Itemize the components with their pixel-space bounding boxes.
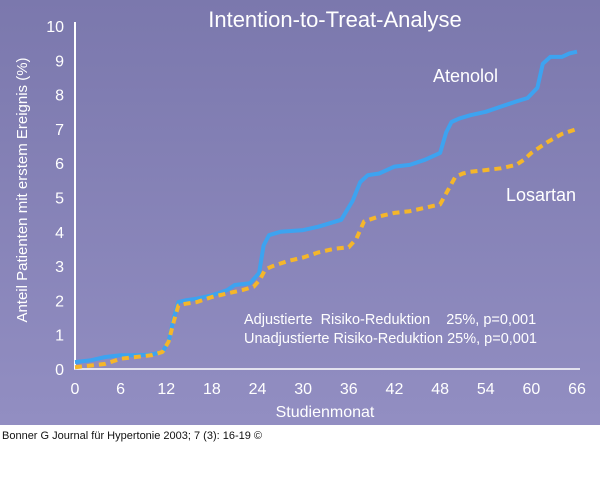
- losartan-series-label: Losartan: [506, 185, 576, 205]
- y-tick-label: 10: [46, 19, 64, 36]
- source-caption: Bonner G Journal für Hypertonie 2003; 7 …: [2, 430, 263, 442]
- y-tick-label: 0: [55, 362, 64, 379]
- chart-panel: 0 1 2 3 4 5 6 7 8 9 10 0 6 12 18 24 30 36 42 48 54 60 66 Inte…: [0, 0, 600, 425]
- series-line-losartan: [74, 127, 578, 370]
- y-tick-label: 5: [55, 191, 64, 208]
- x-tick-label: 42: [386, 381, 404, 398]
- y-tick-labels: 0 1 2 3 4 5 6 7 8 9 10: [46, 19, 64, 379]
- y-tick-label: 1: [55, 328, 64, 345]
- x-tick-label: 36: [340, 381, 358, 398]
- x-axis-title: Studienmonat: [276, 404, 375, 421]
- atenolol-series-label: Atenolol: [433, 66, 498, 86]
- chart-background: [0, 0, 600, 425]
- x-tick-labels: 0 6 12 18 24 30 36 42 48 54 60 66: [71, 381, 586, 398]
- x-tick-label: 6: [116, 381, 125, 398]
- y-tick-label: 6: [55, 156, 64, 173]
- y-tick-label: 2: [55, 293, 64, 310]
- annotation-adjusted: Adjustierte Risiko-Reduktion 25%, p=0,00…: [244, 312, 536, 328]
- x-tick-label: 24: [249, 381, 267, 398]
- x-tick-label: 0: [71, 381, 80, 398]
- annotation-unadjusted: Unadjustierte Risiko-Reduktion 25%, p=0,…: [244, 331, 537, 347]
- x-tick-label: 48: [431, 381, 449, 398]
- series-layer: [74, 49, 578, 370]
- chart-title: Intention-to-Treat-Analyse: [208, 7, 462, 32]
- y-tick-label: 9: [55, 53, 64, 70]
- y-tick-label: 7: [55, 122, 64, 139]
- x-tick-label: 66: [568, 381, 586, 398]
- y-tick-label: 8: [55, 88, 64, 105]
- x-tick-label: 60: [522, 381, 540, 398]
- y-tick-label: 3: [55, 259, 64, 276]
- x-tick-label: 18: [203, 381, 221, 398]
- x-tick-label: 54: [477, 381, 495, 398]
- y-axis-title: Anteil Patienten mit erstem Ereignis (%): [14, 57, 31, 322]
- x-tick-label: 12: [157, 381, 175, 398]
- y-tick-label: 4: [55, 225, 64, 242]
- x-tick-label: 30: [294, 381, 312, 398]
